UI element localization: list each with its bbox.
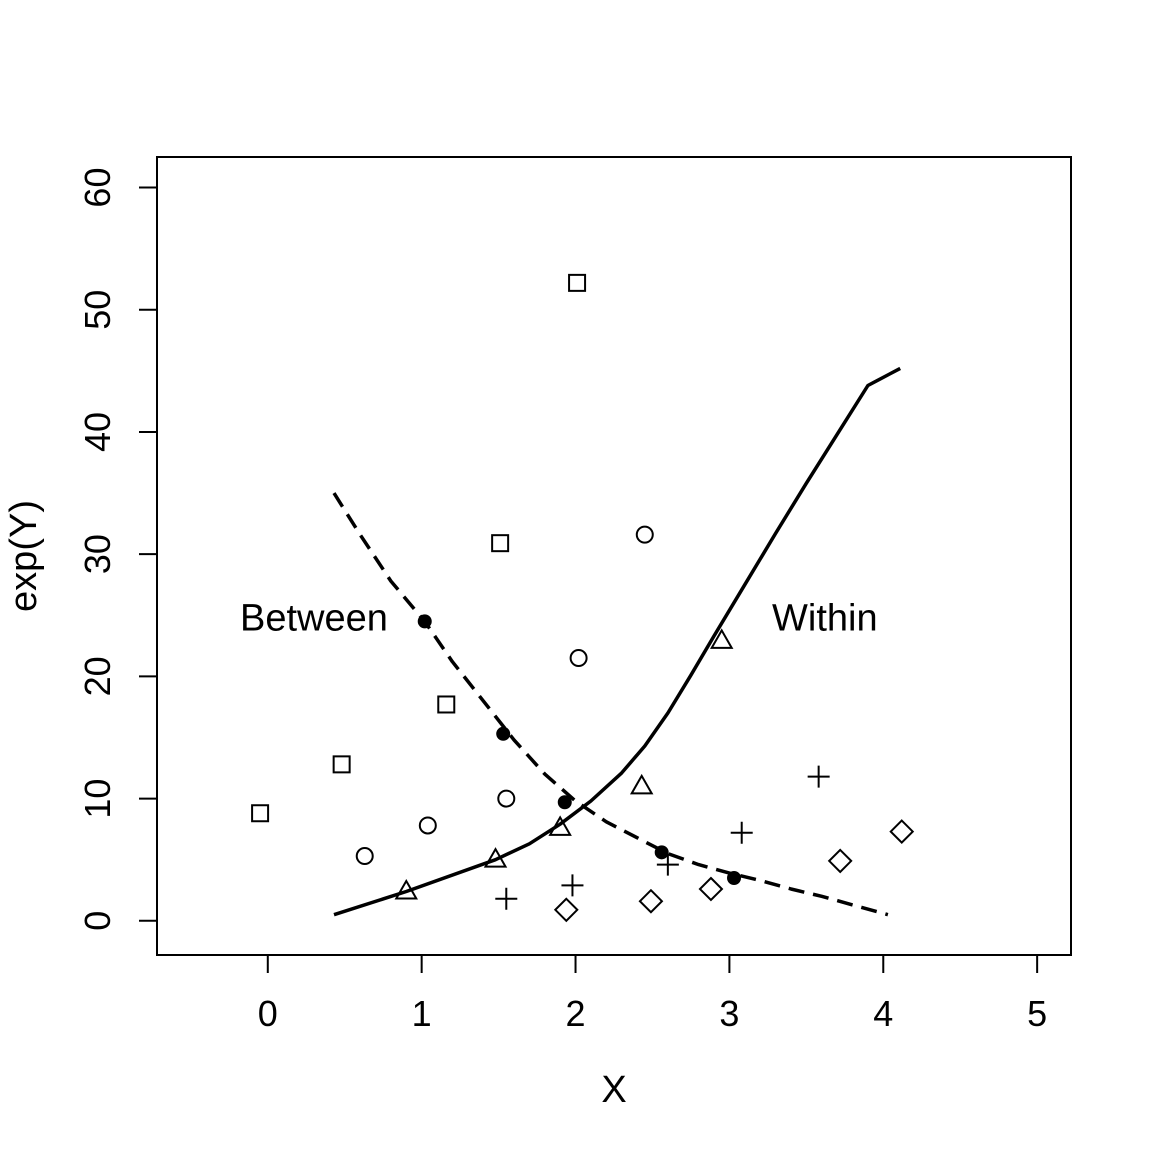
x-axis-label: X [601,1069,626,1111]
triangle-point-4 [709,628,734,649]
square-point-2 [437,695,456,714]
y-axis-label: exp(Y) [3,500,45,612]
x-tick-label-1: 1 [412,993,432,1034]
diamond-point-1 [638,888,664,914]
diamond-point-3 [827,848,853,874]
triangle-point-0 [394,878,418,900]
plus-point-3 [730,821,753,844]
filled-circle-point-0 [417,614,432,629]
plus-point-2 [656,853,679,876]
within-label: Within [772,598,878,640]
circle-point-0 [355,847,374,866]
within-line [333,366,902,917]
y-tick-label-3: 30 [77,534,118,574]
y-tick-label-0: 0 [77,911,118,931]
circle-point-3 [569,649,588,668]
plus-point-4 [807,765,830,788]
y-axis: 0 10 20 30 40 50 60 [77,168,158,931]
diamond-point-4 [889,819,915,844]
x-tick-label-0: 0 [258,993,278,1034]
x-tick-label-2: 2 [566,993,586,1034]
plus-point-1 [561,874,584,897]
circle-point-2 [497,789,516,808]
y-tick-label-2: 20 [77,656,118,696]
plot-frame [156,156,1072,956]
y-tick-label-6: 60 [77,168,118,208]
x-tick-label-4: 4 [873,993,893,1034]
y-tick-label-4: 40 [77,412,118,452]
between-line [332,492,889,917]
y-tick-label-5: 50 [77,290,118,330]
filled-circle-point-3 [654,845,669,860]
square-point-0 [251,804,270,823]
filled-circle-point-4 [727,871,742,886]
square-point-3 [491,534,510,553]
triangle-point-3 [629,773,654,795]
circle-point-4 [635,525,654,544]
data-points [251,273,915,923]
annotations: Between Within [240,598,878,640]
diamond-point-0 [553,897,579,923]
filled-circle-point-2 [557,795,572,810]
square-point-1 [332,755,351,774]
between-label: Between [240,598,388,640]
triangle-point-2 [548,815,572,836]
x-tick-label-5: 5 [1027,993,1047,1034]
y-tick-label-1: 10 [77,779,118,819]
circle-point-1 [418,816,437,835]
filled-circle-point-1 [496,726,511,741]
diamond-point-2 [698,876,724,902]
triangle-point-1 [483,847,508,868]
x-tick-label-3: 3 [719,993,739,1034]
fit-lines [332,366,902,917]
square-point-4 [568,273,587,292]
plus-point-0 [495,887,518,910]
x-axis: 0 1 2 3 4 5 [258,954,1047,1034]
